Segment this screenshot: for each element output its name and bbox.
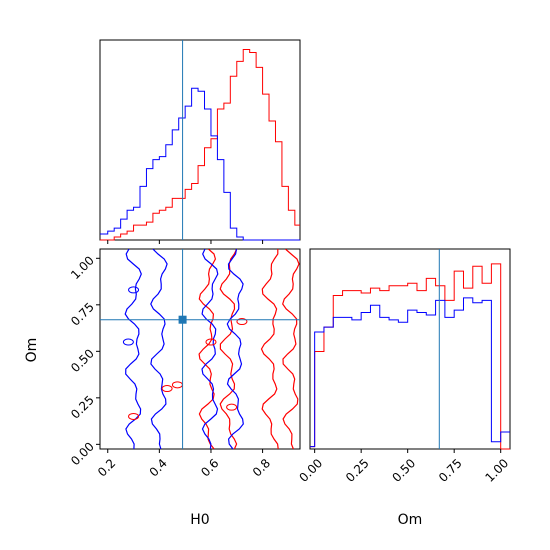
x-h0-tick-label-1: 0.4 <box>147 456 170 479</box>
x-om-tick-label-3: 0.75 <box>436 456 465 485</box>
contour-island-5 <box>236 318 248 326</box>
y-om-tick-label-1: 0.25 <box>68 393 97 422</box>
contour-lines <box>122 249 300 449</box>
y-om-tick-label-3: 0.75 <box>68 300 97 329</box>
panel-h0-om-contour: 0.2 0.4 0.6 0.8 0.00 0.25 0.50 0.75 1.00 H0 Om <box>24 248 301 528</box>
x-om-tick-label-4: 1.00 <box>483 456 512 485</box>
panel-h0-histogram-frame <box>99 39 301 241</box>
contour-island-1 <box>122 338 134 346</box>
x-om-tick-label-1: 0.25 <box>343 456 372 485</box>
y-om-tick-label-2: 0.50 <box>68 346 97 375</box>
y-axis-om-ticks: 0.00 0.25 0.50 0.75 1.00 <box>68 253 100 468</box>
x-h0-tick-label-2: 0.6 <box>198 456 221 479</box>
contour-island-4 <box>226 403 238 411</box>
contour-blue-left-1 <box>150 249 168 449</box>
x-om-tick-label-2: 0.50 <box>389 456 418 485</box>
contour-island-2 <box>161 385 173 393</box>
x-axis-label-h0: H0 <box>190 512 209 528</box>
contour-island-0 <box>128 286 140 294</box>
contour-blue-right-1 <box>201 249 219 449</box>
contour-red-right-2 <box>282 249 300 449</box>
contour-red-left-1 <box>219 249 238 449</box>
y-om-tick-label-4: 1.00 <box>68 253 97 282</box>
panel-om-histogram: 0.00 0.25 0.50 0.75 1.00 Om <box>296 248 511 528</box>
y-axis-label-om: Om <box>24 338 40 363</box>
contour-island-3 <box>205 338 217 346</box>
h0-hist-series <box>100 49 300 244</box>
h0-hist-red <box>100 49 300 241</box>
om-hist-red <box>310 263 510 450</box>
contour-red-right-1 <box>260 249 279 449</box>
x-axis-h0-ticks: 0.2 0.4 0.6 0.8 <box>95 449 273 479</box>
panel-h0-om-contour-frame <box>99 248 301 450</box>
om-hist-blue <box>310 297 510 448</box>
x-axis-om-ticks: 0.00 0.25 0.50 0.75 1.00 <box>296 449 511 485</box>
contour-clip-group <box>122 249 300 449</box>
om-hist-series <box>310 263 510 450</box>
contour-island-7 <box>128 412 140 420</box>
x-om-tick-label-0: 0.00 <box>296 456 325 485</box>
contour-blue-right-2 <box>226 249 244 449</box>
y-om-tick-label-0: 0.00 <box>68 439 97 468</box>
x-h0-tick-label-3: 0.8 <box>250 456 273 479</box>
h0-hist-blue <box>100 87 300 241</box>
contour-truth-lines <box>100 249 300 449</box>
x-axis-label-om: Om <box>398 512 423 528</box>
panel-om-histogram-frame <box>309 248 511 450</box>
x-h0-tick-label-0: 0.2 <box>95 456 118 479</box>
panel-h0-histogram <box>99 39 301 244</box>
contour-red-left-2 <box>198 249 217 449</box>
contour-truth-marker <box>178 315 187 324</box>
contour-island-6 <box>171 381 183 389</box>
